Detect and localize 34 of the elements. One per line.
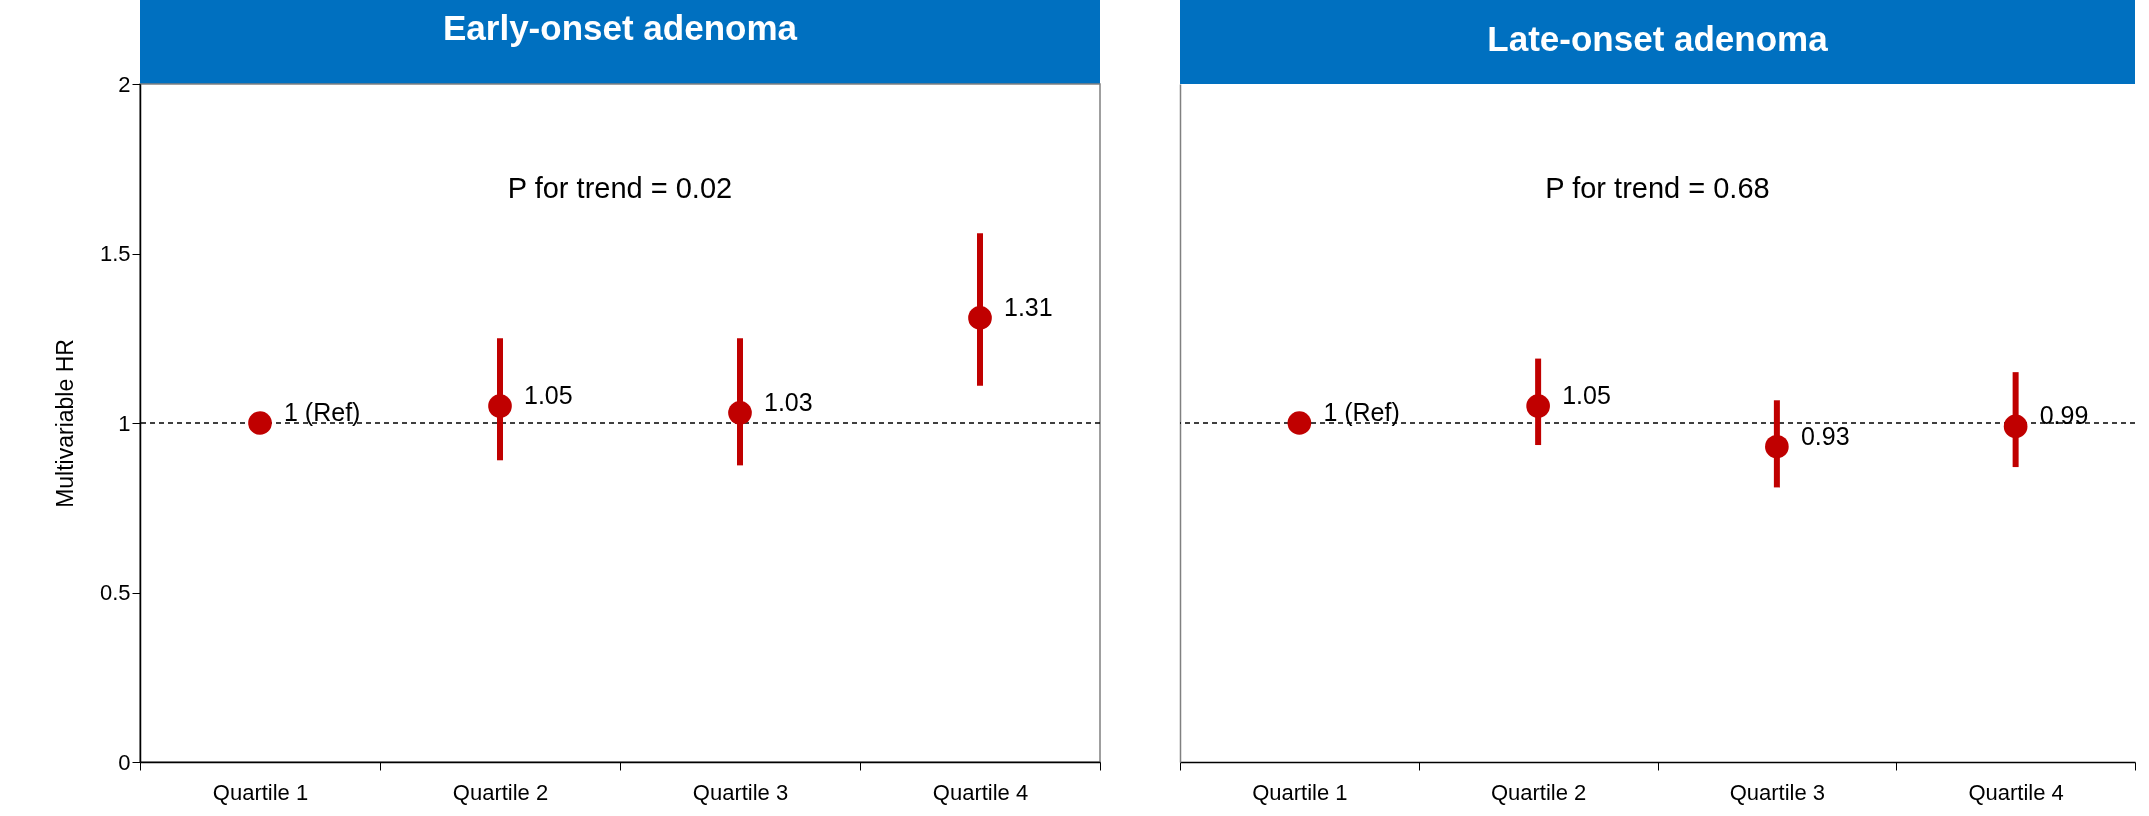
point xyxy=(728,401,752,425)
point xyxy=(248,411,272,435)
y-tick-label: 1.5 xyxy=(99,241,131,266)
chart-title: Late-onset adenoma xyxy=(1487,19,1829,58)
x-tick-label: Quartile 4 xyxy=(932,779,1029,805)
data-label: 0.93 xyxy=(1800,421,1850,450)
data-label: 1 (Ref) xyxy=(284,398,361,426)
point xyxy=(488,394,512,418)
point xyxy=(2003,414,2028,439)
annotation: P for trend = 0.68 xyxy=(1545,172,1770,204)
data-label: 0.99 xyxy=(2039,401,2089,430)
x-tick-label: Quartile 1 xyxy=(1252,779,1348,805)
y-tick-label: 0.5 xyxy=(99,580,131,605)
y-tick-label: 2 xyxy=(118,71,131,97)
y-axis-title: Multivariable HR xyxy=(51,339,78,508)
data-label: 1 (Ref) xyxy=(1323,398,1400,426)
y-tick-label: 1 xyxy=(118,410,131,436)
data-label: 1.05 xyxy=(1562,381,1611,410)
point xyxy=(1287,411,1312,435)
data-label: 1.03 xyxy=(764,387,813,416)
point xyxy=(1526,394,1550,418)
data-label: 1.31 xyxy=(1004,292,1053,321)
x-tick-label: Quartile 3 xyxy=(692,779,789,805)
chart-title: Early-onset adenoma xyxy=(443,8,798,47)
x-tick-label: Quartile 2 xyxy=(452,779,549,805)
x-tick-label: Quartile 1 xyxy=(212,779,309,805)
y-tick-label: 0 xyxy=(118,749,131,775)
x-tick-label: Quartile 4 xyxy=(1968,779,2064,805)
annotation: P for trend = 0.02 xyxy=(507,172,733,204)
point xyxy=(1765,434,1789,459)
point xyxy=(968,306,992,330)
x-tick-label: Quartile 2 xyxy=(1490,779,1587,805)
data-label: 1.05 xyxy=(524,381,573,410)
x-tick-label: Quartile 3 xyxy=(1729,779,1826,805)
